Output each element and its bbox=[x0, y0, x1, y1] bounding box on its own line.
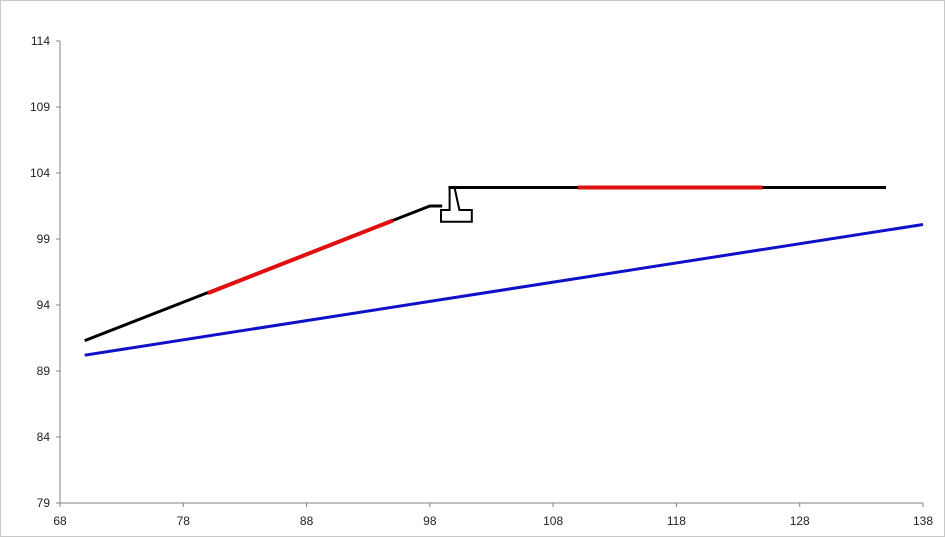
y-tick-label: 89 bbox=[37, 364, 51, 378]
y-tick-label: 109 bbox=[30, 100, 50, 114]
y-tick-label: 114 bbox=[31, 34, 50, 48]
series-line-4 bbox=[440, 187, 473, 223]
y-tick-label: 84 bbox=[37, 430, 51, 444]
y-tick-label: 79 bbox=[37, 496, 51, 510]
series-line-2 bbox=[84, 204, 443, 342]
tick-labels: 79 84 89 94 99 104 109 114 68 78 88 98 108 118 128 138 bbox=[30, 34, 933, 528]
x-tick-label: 138 bbox=[913, 514, 933, 528]
x-tick-label: 98 bbox=[423, 514, 437, 528]
series-line-5 bbox=[207, 218, 394, 295]
series-layer bbox=[84, 185, 924, 357]
x-tick-label: 68 bbox=[53, 514, 67, 528]
x-tick-label: 108 bbox=[543, 514, 563, 528]
x-tick-label: 118 bbox=[667, 514, 686, 528]
y-tick-label: 99 bbox=[37, 232, 51, 246]
y-tick-label: 94 bbox=[37, 298, 51, 312]
axes bbox=[56, 40, 924, 507]
x-tick-label: 88 bbox=[300, 514, 314, 528]
x-tick-label: 128 bbox=[790, 514, 810, 528]
y-tick-label: 104 bbox=[30, 166, 50, 180]
x-tick-label: 78 bbox=[177, 514, 191, 528]
series-line-1 bbox=[84, 223, 924, 357]
